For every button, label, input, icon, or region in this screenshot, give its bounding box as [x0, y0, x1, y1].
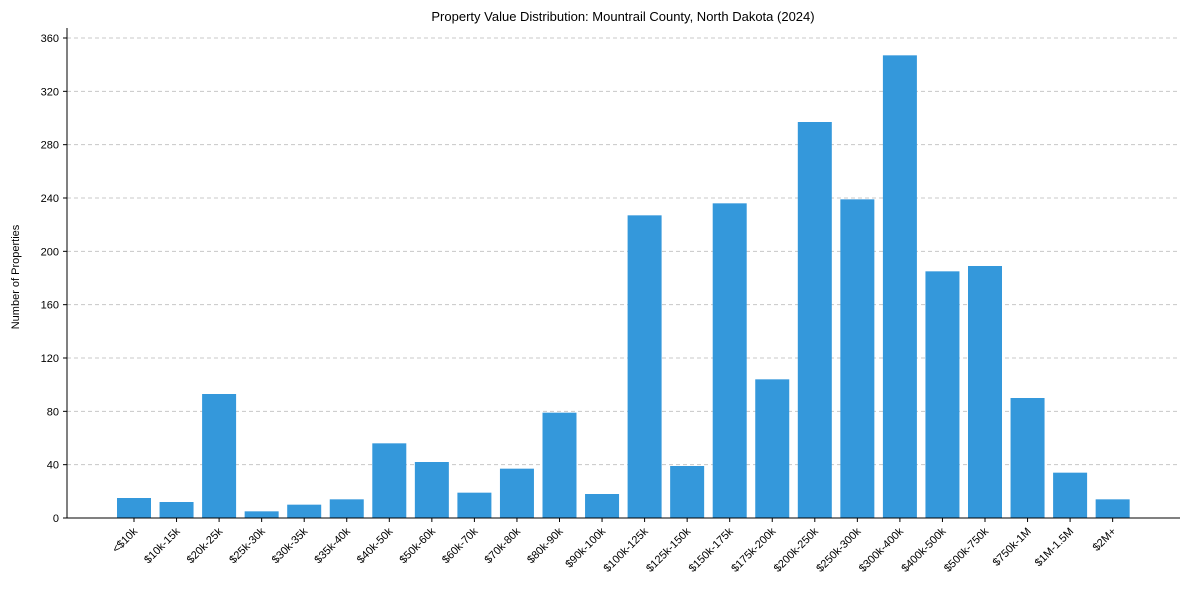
- x-tick-label: $70k-80k: [483, 525, 524, 566]
- y-tick-label: 280: [41, 140, 59, 152]
- bar: [1053, 472, 1088, 518]
- bar: [414, 462, 449, 518]
- x-tick-label: <$10k: [110, 525, 140, 555]
- axes: [66, 28, 1180, 519]
- bar: [287, 504, 322, 518]
- y-tick-label: 120: [41, 353, 59, 365]
- bar: [117, 498, 151, 518]
- x-tick-label: $80k-90k: [525, 525, 566, 566]
- x-tick-label: $300k-400k: [857, 525, 906, 574]
- bar: [542, 412, 577, 518]
- x-tick-label: $50k-60k: [397, 525, 438, 566]
- y-tick-label: 80: [47, 406, 59, 418]
- y-ticks: 0 40 80 120 160 200 240 280 320 360: [41, 33, 67, 525]
- bar: [585, 494, 620, 518]
- x-tick-label: $125k-150k: [644, 525, 693, 574]
- bars: [117, 55, 1130, 519]
- chart-title: Property Value Distribution: Mountrail C…: [431, 9, 814, 24]
- bar: [712, 203, 747, 519]
- bar: [755, 379, 790, 518]
- x-tick-label: $150k-175k: [687, 525, 736, 574]
- x-tick-label: $100k-125k: [602, 525, 651, 574]
- x-tick-label: $750k-1M: [991, 526, 1034, 569]
- bar: [159, 502, 194, 518]
- x-tick-label: $35k-40k: [312, 525, 353, 566]
- y-tick-label: 40: [47, 460, 59, 472]
- x-ticks: <$10k $10k-15k $20k-25k $25k-30k $30k-35k $35…: [110, 518, 1119, 575]
- x-tick-label: $1M-1.5M: [1033, 526, 1077, 570]
- x-tick-label: $30k-35k: [270, 525, 311, 566]
- x-tick-label: $200k-250k: [772, 525, 821, 574]
- y-tick-label: 240: [41, 193, 59, 205]
- x-tick-label: $500k-750k: [942, 525, 991, 574]
- bar: [840, 199, 875, 519]
- x-tick-label: $2M+: [1091, 526, 1119, 554]
- bar: [968, 266, 1002, 518]
- bar: [627, 215, 662, 519]
- x-tick-label: $400k-500k: [899, 525, 948, 574]
- bar: [499, 468, 534, 518]
- x-tick-label: $10k-15k: [142, 525, 183, 566]
- x-tick-label: $20k-25k: [185, 525, 226, 566]
- bar: [244, 511, 279, 518]
- x-tick-label: $60k-70k: [440, 525, 481, 566]
- y-tick-label: 200: [41, 246, 59, 258]
- x-tick-label: $175k-200k: [729, 525, 778, 574]
- bar: [457, 492, 492, 518]
- x-tick-label: $250k-300k: [814, 525, 863, 574]
- bar: [1095, 499, 1130, 518]
- y-tick-label: 0: [53, 513, 59, 525]
- bar: [925, 271, 960, 518]
- grid-lines: [67, 37, 1180, 466]
- y-axis-label: Number of Properties: [10, 224, 22, 329]
- y-tick-label: 360: [41, 33, 59, 45]
- bar: [329, 499, 364, 518]
- bar: [670, 466, 705, 518]
- y-tick-label: 160: [41, 300, 59, 312]
- bar: [372, 443, 407, 518]
- y-tick-label: 320: [41, 86, 59, 98]
- bar: [1010, 398, 1045, 518]
- bar: [882, 55, 917, 518]
- bar: [202, 394, 237, 518]
- x-tick-label: $25k-30k: [227, 525, 268, 566]
- x-tick-label: $40k-50k: [355, 525, 396, 566]
- bar: [797, 122, 832, 518]
- x-tick-label: $90k-100k: [563, 525, 608, 570]
